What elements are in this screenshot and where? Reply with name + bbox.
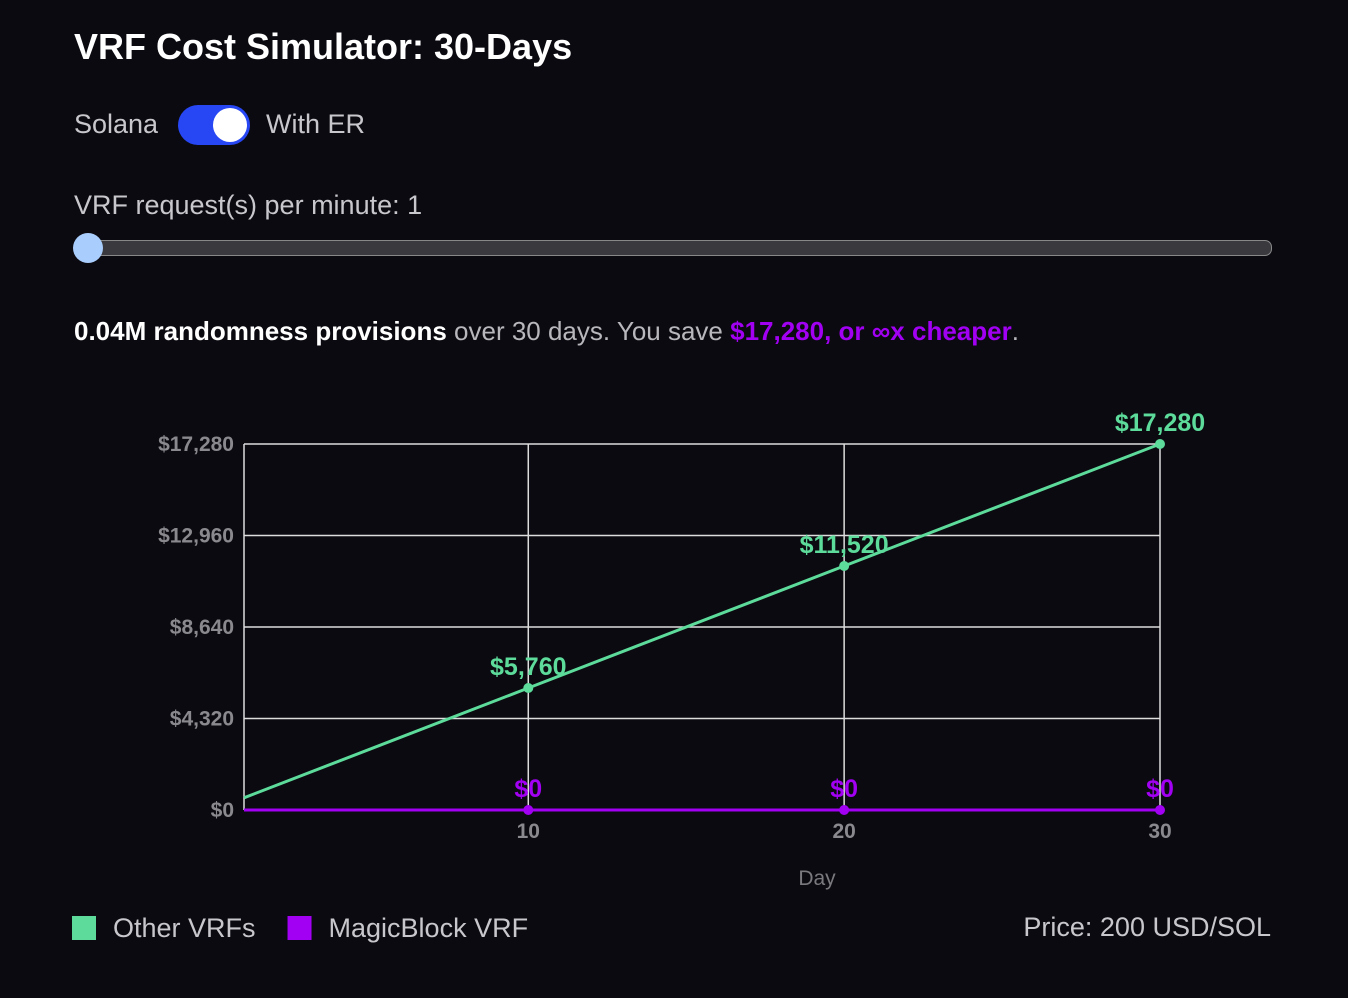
y-tick-label: $12,960 bbox=[158, 525, 234, 548]
summary-strong: 0.04M randomness provisions bbox=[74, 316, 447, 346]
summary-highlight: $17,280, or ∞x cheaper bbox=[730, 316, 1012, 346]
data-label: $17,280 bbox=[1115, 409, 1205, 437]
point bbox=[1155, 439, 1165, 449]
y-tick-label: $0 bbox=[211, 799, 234, 822]
data-label: $0 bbox=[830, 775, 858, 803]
toggle-left-label: Solana bbox=[74, 109, 159, 139]
toggle[interactable] bbox=[178, 105, 250, 145]
summary-text: over 30 days. You save bbox=[446, 316, 731, 346]
data-label: $0 bbox=[1146, 775, 1174, 803]
slider-thumb[interactable] bbox=[73, 233, 103, 263]
slider-label: VRF request(s) per minute: 1 bbox=[74, 190, 423, 220]
toggle-knob bbox=[213, 108, 247, 142]
title: VRF Cost Simulator: 30-Days bbox=[74, 26, 573, 67]
point bbox=[523, 683, 534, 693]
summary-end: . bbox=[1011, 316, 1019, 346]
legend-swatch bbox=[287, 916, 312, 940]
y-tick-label: $8,640 bbox=[170, 616, 234, 639]
legend-label: Other VRFs bbox=[113, 913, 256, 943]
x-tick-label: 10 bbox=[517, 820, 540, 843]
summary: 0.04M randomness provisions over 30 days… bbox=[74, 316, 1019, 347]
y-tick-label: $4,320 bbox=[170, 708, 234, 731]
data-label: $0 bbox=[514, 775, 542, 803]
toggle-right-label: With ER bbox=[266, 109, 366, 139]
point bbox=[839, 805, 850, 815]
data-label: $11,520 bbox=[800, 531, 889, 559]
legend-label: MagicBlock VRF bbox=[329, 913, 529, 943]
x-axis-label: Day bbox=[798, 867, 836, 890]
x-tick-label: 20 bbox=[832, 820, 855, 843]
point bbox=[523, 805, 534, 815]
point bbox=[839, 561, 850, 571]
point bbox=[1155, 805, 1165, 815]
y-tick-label: $17,280 bbox=[158, 433, 234, 456]
series-line bbox=[243, 442, 1161, 800]
legend-swatch bbox=[72, 916, 96, 940]
price: Price: 200 USD/SOL bbox=[1023, 912, 1271, 942]
x-tick-label: 30 bbox=[1148, 820, 1171, 843]
data-label: $5,760 bbox=[490, 653, 566, 681]
